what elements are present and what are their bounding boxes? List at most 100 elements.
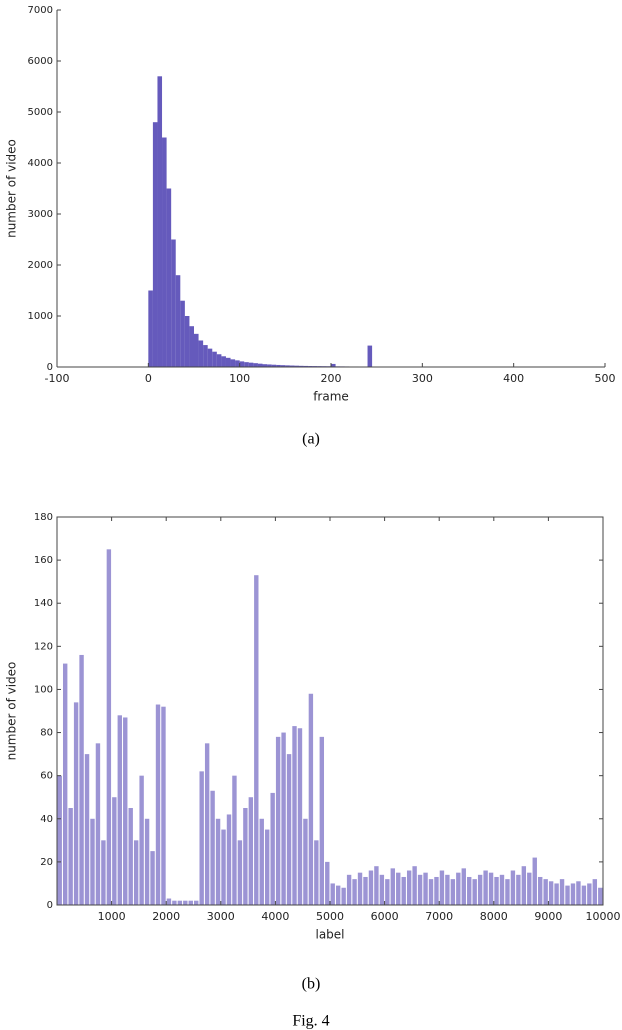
bar — [335, 885, 341, 905]
bar — [112, 797, 117, 905]
bar — [216, 354, 222, 367]
y-tick-label: 5000 — [28, 107, 53, 118]
bar — [166, 898, 172, 905]
bar — [406, 870, 412, 905]
bar — [194, 900, 199, 905]
bar — [221, 356, 226, 367]
bar — [367, 345, 373, 367]
bar — [510, 870, 516, 905]
bar — [428, 879, 434, 905]
bar — [330, 883, 335, 905]
x-tick-label: 1000 — [98, 910, 126, 923]
x-tick-label: 4000 — [261, 910, 289, 923]
bar — [221, 829, 226, 905]
bar — [243, 808, 248, 905]
y-tick-label: 7000 — [28, 5, 53, 16]
bar — [598, 887, 603, 905]
bar — [162, 137, 167, 367]
bar — [248, 797, 254, 905]
bar — [319, 736, 325, 905]
bar — [477, 874, 483, 905]
bar — [144, 818, 150, 905]
y-tick-label: 120 — [34, 641, 53, 652]
y-tick-label: 60 — [40, 771, 53, 782]
x-axis-label: label — [315, 928, 344, 942]
bar — [505, 879, 510, 905]
x-tick-label: 2000 — [152, 910, 180, 923]
bar — [239, 361, 245, 367]
y-tick-label: 1000 — [28, 311, 53, 322]
bar — [152, 122, 158, 367]
bar — [254, 575, 259, 905]
bar — [117, 715, 122, 905]
y-tick-label: 6000 — [28, 56, 53, 67]
bar — [101, 840, 106, 905]
x-tick-label: 100 — [229, 372, 250, 385]
bar — [434, 876, 439, 905]
bar — [286, 754, 292, 905]
y-tick-label: 180 — [34, 512, 53, 523]
y-tick-label: 80 — [40, 728, 53, 739]
bar — [543, 879, 548, 905]
bar — [423, 872, 428, 905]
bar — [297, 728, 303, 905]
x-tick-label: 3000 — [207, 910, 235, 923]
bar — [133, 840, 139, 905]
bar — [139, 775, 144, 905]
y-axis-label: number of video — [5, 139, 19, 238]
bar — [303, 818, 308, 905]
bar — [412, 866, 417, 905]
bar — [289, 365, 295, 367]
bar — [385, 879, 390, 905]
y-tick-label: 20 — [40, 857, 53, 868]
bar — [207, 348, 213, 367]
bar — [150, 851, 155, 905]
bar — [483, 870, 488, 905]
bar — [204, 743, 210, 905]
bar — [488, 872, 494, 905]
plot-frame — [56, 516, 604, 906]
bar — [210, 790, 215, 905]
bar — [445, 874, 450, 905]
bar — [188, 900, 193, 905]
bar — [417, 874, 423, 905]
bar — [212, 351, 217, 367]
x-tick-label: -100 — [45, 372, 70, 385]
y-tick-label: 0 — [47, 362, 53, 373]
bar — [79, 654, 84, 905]
y-tick-label: 140 — [34, 598, 53, 609]
bar — [294, 365, 300, 367]
bar — [84, 754, 90, 905]
bar — [155, 704, 161, 905]
bar — [467, 876, 472, 905]
bar — [521, 866, 527, 905]
bar — [68, 808, 73, 905]
bar — [456, 872, 461, 905]
bar — [401, 876, 406, 905]
bar — [166, 188, 172, 367]
bar — [232, 775, 237, 905]
y-tick-label: 40 — [40, 814, 53, 825]
bar — [57, 775, 62, 905]
bar — [225, 357, 231, 367]
bar — [516, 874, 521, 905]
bar — [172, 900, 177, 905]
bar — [237, 840, 243, 905]
bar — [257, 363, 263, 367]
bar — [587, 883, 592, 905]
y-tick-label: 4000 — [28, 158, 53, 169]
bar — [346, 874, 352, 905]
bar — [184, 316, 190, 367]
bar — [357, 872, 363, 905]
bar — [396, 872, 401, 905]
bar — [189, 326, 194, 367]
bar — [275, 736, 281, 905]
bar — [128, 808, 133, 905]
bar — [379, 874, 385, 905]
bar — [262, 364, 268, 367]
x-tick-label: 300 — [412, 372, 433, 385]
chart-caption: (b) — [302, 976, 321, 993]
bar — [183, 900, 188, 905]
bar — [194, 333, 199, 367]
